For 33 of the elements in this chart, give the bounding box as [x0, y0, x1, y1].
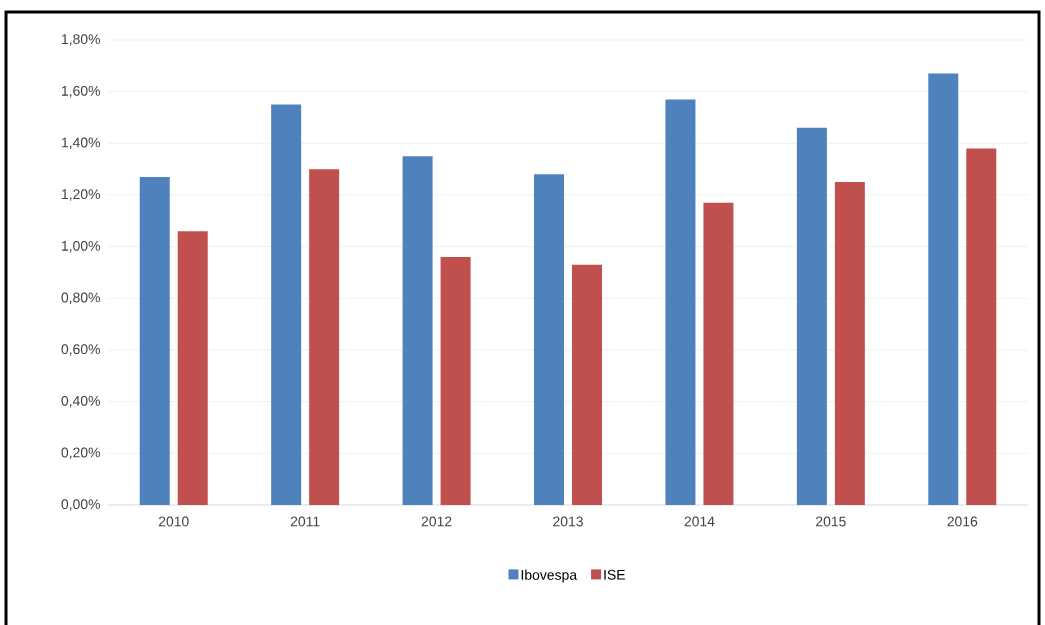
x-tick-label: 2012 [421, 516, 452, 527]
bar [796, 127, 827, 505]
x-tick-label: 2011 [290, 516, 320, 527]
y-tick-label: 0,40% [61, 395, 100, 408]
bar [402, 156, 433, 505]
bar [534, 174, 565, 505]
bar [440, 256, 471, 505]
y-tick-label: 1,40% [62, 137, 100, 150]
y-tick-label: 1,60% [62, 85, 100, 98]
x-tick-label: 2013 [553, 516, 583, 527]
x-tick-label: 2016 [947, 516, 978, 527]
bar [928, 73, 959, 505]
y-tick-label: 0,60% [61, 344, 100, 356]
bar [572, 264, 603, 505]
bar [177, 231, 208, 505]
bar [703, 202, 734, 505]
bar [309, 169, 340, 505]
bar [834, 182, 865, 505]
bar [966, 148, 997, 505]
y-tick-label: 0,80% [61, 292, 100, 305]
y-tick-label: 0,00% [61, 499, 100, 511]
legend-label: Ibovespa [521, 569, 578, 583]
bar [271, 104, 302, 505]
y-tick-label: 1,80% [62, 34, 100, 46]
bar [139, 176, 170, 505]
y-tick-label: 1,00% [62, 240, 100, 253]
x-tick-label: 2015 [816, 516, 846, 527]
y-tick-label: 1,20% [62, 189, 100, 201]
bar [665, 99, 696, 505]
legend-label: ISE [604, 569, 625, 580]
x-tick-label: 2014 [684, 516, 715, 527]
x-tick-label: 2010 [158, 516, 189, 527]
y-tick-label: 0,20% [61, 447, 100, 460]
